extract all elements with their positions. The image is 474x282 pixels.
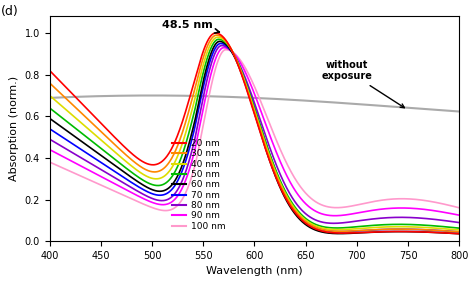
Text: without
exposure: without exposure xyxy=(321,60,404,108)
Legend: 20 nm, 30 nm, 40 nm, 50 nm, 60 nm, 70 nm, 80 nm, 90 nm, 100 nm: 20 nm, 30 nm, 40 nm, 50 nm, 60 nm, 70 nm… xyxy=(169,135,229,234)
X-axis label: Wavelength (nm): Wavelength (nm) xyxy=(206,266,303,276)
Y-axis label: Absorption (norm.): Absorption (norm.) xyxy=(9,76,19,181)
Text: 48.5 nm: 48.5 nm xyxy=(162,20,219,33)
Text: (d): (d) xyxy=(0,5,18,18)
